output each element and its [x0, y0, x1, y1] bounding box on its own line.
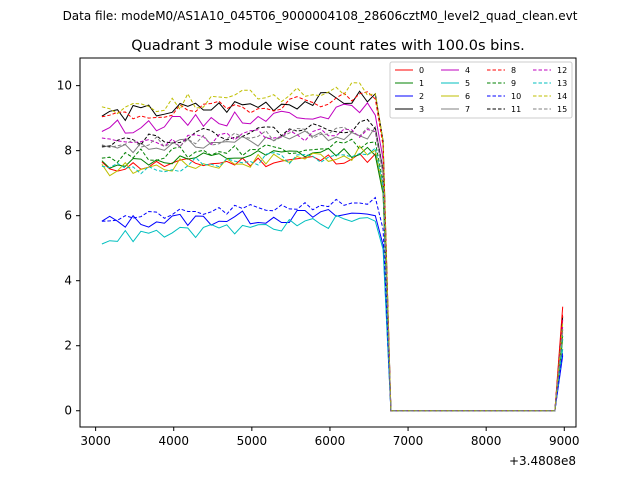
legend-label-14: 14 [557, 92, 567, 101]
legend-label-7: 7 [465, 105, 470, 114]
chart-title: Quadrant 3 module wise count rates with … [131, 38, 525, 54]
axis-ticks: 3000 4000 5000 6000 7000 8000 9000 0 2 4 6 8 10 [57, 79, 580, 448]
y-tick-label: 10 [57, 79, 72, 93]
x-tick-label: 6000 [315, 434, 346, 448]
series-line-1 [101, 146, 564, 412]
legend-label-6: 6 [465, 92, 470, 101]
legend-label-12: 12 [557, 66, 567, 75]
series-line-13 [101, 147, 564, 412]
series-line-2 [101, 208, 564, 412]
legend-label-0: 0 [419, 66, 424, 75]
y-tick-label: 8 [64, 144, 72, 158]
y-tick-label: 0 [64, 404, 72, 418]
series-line-14 [101, 82, 564, 412]
plot-lines [101, 82, 564, 412]
x-tick-label: 5000 [237, 434, 268, 448]
series-line-4 [101, 102, 564, 412]
legend-label-2: 2 [419, 92, 424, 101]
legend-label-15: 15 [557, 105, 567, 114]
legend-label-4: 4 [465, 66, 470, 75]
series-line-10 [101, 196, 564, 412]
series-line-0 [101, 152, 564, 412]
x-tick-label: 4000 [158, 434, 189, 448]
x-offset-label: +3.4808e8 [509, 454, 576, 468]
legend-label-8: 8 [511, 66, 516, 75]
x-tick-label: 8000 [471, 434, 502, 448]
x-tick-label: 3000 [80, 434, 111, 448]
legend-box [389, 61, 573, 119]
x-tick-label: 9000 [549, 434, 580, 448]
series-line-9 [101, 138, 564, 412]
legend-label-1: 1 [419, 79, 424, 88]
series-line-5 [101, 214, 564, 412]
legend-label-9: 9 [511, 79, 516, 88]
y-tick-label: 6 [64, 209, 72, 223]
series-line-12 [101, 128, 564, 412]
axes-frame [79, 57, 577, 428]
legend-label-13: 13 [557, 79, 567, 88]
series-line-15 [101, 126, 564, 412]
series-line-6 [101, 145, 564, 412]
legend-label-10: 10 [511, 92, 521, 101]
legend-label-5: 5 [465, 79, 470, 88]
legend-label-11: 11 [511, 105, 521, 114]
series-line-7 [101, 125, 564, 412]
y-tick-label: 4 [64, 274, 72, 288]
y-tick-label: 2 [64, 339, 72, 353]
legend-label-3: 3 [419, 105, 424, 114]
figure-suptitle: Data file: modeM0/AS1A10_045T06_90000041… [63, 9, 578, 23]
x-tick-label: 7000 [393, 434, 424, 448]
